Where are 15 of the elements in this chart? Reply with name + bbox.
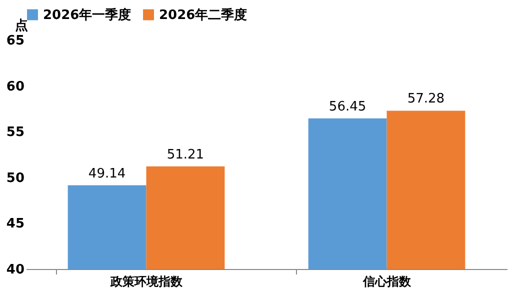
data-label: 51.21 bbox=[166, 147, 204, 162]
x-tick-label: 信心指数 bbox=[362, 274, 412, 288]
y-axis-title: 点 bbox=[15, 18, 28, 34]
data-label: 49.14 bbox=[88, 166, 126, 182]
data-label: 57.28 bbox=[407, 92, 445, 107]
legend-label: 2026年一季度 bbox=[43, 6, 132, 23]
y-tick-label: 40 bbox=[6, 262, 24, 278]
y-tick-label: 55 bbox=[6, 125, 24, 140]
legend-label: 2026年二季度 bbox=[159, 6, 248, 23]
y-tick-label: 50 bbox=[6, 170, 24, 186]
y-tick-label: 65 bbox=[6, 34, 24, 48]
data-label: 56.45 bbox=[328, 99, 366, 114]
x-tick-label: 政策环境指数 bbox=[109, 274, 184, 288]
y-tick-label: 45 bbox=[6, 216, 24, 232]
y-tick-label: 60 bbox=[6, 79, 24, 94]
